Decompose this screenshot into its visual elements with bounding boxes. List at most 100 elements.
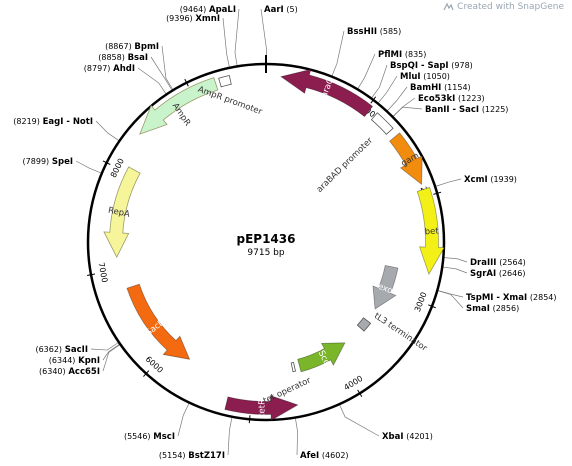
site-leader-afei: [295, 418, 298, 456]
site-name: PflMI: [378, 50, 402, 60]
site-name: SmaI: [466, 304, 490, 314]
site-aari[interactable]: AarI (5): [264, 5, 298, 15]
site-leader-xbai: [339, 404, 380, 437]
site-position: (4201): [406, 432, 433, 441]
tick-mark-3000: [428, 304, 436, 309]
site-position: (7899): [23, 157, 50, 166]
feature-AmpR-promoter: [218, 75, 232, 88]
site-position: (1225): [482, 105, 509, 114]
feature-araBAD-promoter: [370, 112, 394, 135]
site-position: (978): [451, 61, 473, 70]
site-position: (6340): [39, 367, 66, 376]
plasmid-name: pEP1436: [237, 232, 296, 246]
feature-label-bet: bet: [424, 226, 439, 237]
site-leader-xcmi: [435, 178, 462, 187]
snapgene-watermark: Created with SnapGene: [443, 2, 564, 12]
site-position: (6362): [35, 345, 62, 354]
restriction-sites: AarI (5)BssHII (585)PflMI (835)BspQI - S…: [13, 5, 556, 461]
site-name: BsaI: [128, 53, 148, 63]
site-name: BspQI - SapI: [390, 61, 449, 71]
site-position: (1050): [423, 72, 450, 81]
site-sgrai[interactable]: SgrAI (2646): [470, 269, 525, 279]
site-xmni[interactable]: (9396) XmnI: [166, 14, 220, 24]
site-name: BamHI: [410, 83, 441, 93]
feature-label-tetr: tetR: [257, 399, 267, 417]
site-spei[interactable]: (7899) SpeI: [23, 157, 73, 167]
site-bspqi-sapi[interactable]: BspQI - SapI (978): [390, 61, 473, 71]
tick-label-6000: 6000: [144, 355, 165, 375]
site-xbai[interactable]: XbaI (4201): [382, 432, 433, 442]
site-name: SgrAI: [470, 269, 496, 279]
site-name: MluI: [400, 72, 421, 82]
site-bsshii[interactable]: BssHII (585): [347, 27, 401, 37]
site-name: XmnI: [195, 14, 220, 24]
site-leader-mlui: [378, 75, 398, 103]
site-leader-msci: [177, 403, 190, 437]
tick-label-4000: 4000: [342, 374, 364, 392]
site-position: (6344): [49, 356, 76, 365]
site-position: (2854): [530, 293, 557, 302]
site-leader-smai: [438, 290, 464, 309]
site-bsai[interactable]: (8858) BsaI: [98, 53, 148, 63]
site-position: (9396): [166, 14, 193, 23]
site-pflmi[interactable]: PflMI (835): [378, 50, 426, 60]
site-smai[interactable]: SmaI (2856): [466, 304, 519, 314]
small-features: [218, 75, 394, 373]
site-acc65i[interactable]: (6340) Acc65I: [39, 367, 100, 377]
site-leader-acc65i: [102, 344, 120, 372]
site-bstz17i[interactable]: (5154) BstZ17I: [159, 451, 225, 461]
site-name: ApaLI: [209, 5, 236, 15]
site-leader-eagi-noti: [95, 120, 119, 141]
site-tspmi-xmai[interactable]: TspMI - XmaI (2854): [466, 293, 557, 303]
feature-arrow-repa: [103, 166, 141, 259]
site-ahdi[interactable]: (8797) AhdI: [84, 64, 135, 74]
feature-arrow-gam: [388, 132, 423, 186]
tick-mark-6000: [143, 370, 150, 377]
site-position: (835): [405, 50, 427, 59]
site-apali[interactable]: (9464) ApaLI: [180, 5, 236, 15]
site-leader-bamhi: [387, 86, 408, 111]
feature-tL3-terminator: [356, 317, 372, 332]
site-xcmi[interactable]: XcmI (1939): [464, 175, 517, 185]
site-eagi-noti[interactable]: (8219) EagI - NotI: [13, 117, 93, 127]
site-bamhi[interactable]: BamHI (1154): [410, 83, 471, 93]
site-leader-aari: [260, 8, 267, 64]
tick-mark-9000: [184, 78, 189, 87]
snapgene-logo-icon: [443, 2, 454, 11]
tick-mark-2000: [433, 191, 442, 195]
site-leader-ahdi: [137, 67, 167, 94]
site-msci[interactable]: (5546) MscI: [124, 432, 175, 442]
site-position: (4602): [322, 451, 349, 460]
site-position: (5): [286, 5, 297, 14]
site-leader-bpmi: [161, 45, 173, 90]
site-draiii[interactable]: DraIII (2564): [470, 258, 526, 268]
site-leader-sacii: [90, 342, 119, 351]
site-position: (8867): [105, 42, 132, 51]
site-position: (9464): [180, 5, 207, 14]
tick-label-7000: 7000: [97, 262, 110, 284]
site-eco53ki[interactable]: Eco53kI (1223): [418, 94, 485, 104]
feature-arrow-i-scei: [297, 342, 346, 373]
site-leader-bstz17i: [227, 417, 233, 456]
site-banii-saci[interactable]: BanII - SacI (1225): [425, 105, 508, 115]
site-leader-bsai: [150, 56, 173, 90]
site-sacii[interactable]: (6362) SacII: [35, 345, 88, 355]
watermark-text: Created with SnapGene: [457, 2, 564, 12]
site-leader-banii-saci: [393, 106, 423, 117]
site-name: MscI: [153, 432, 175, 442]
site-mlui[interactable]: MluI (1050): [400, 72, 450, 82]
feature-arrow-arac: [280, 68, 374, 118]
site-position: (585): [380, 27, 402, 36]
site-leader-pflmi: [357, 53, 376, 89]
site-bpmi[interactable]: (8867) BpmI: [105, 42, 159, 52]
site-leader-spei: [75, 160, 102, 174]
site-afei[interactable]: AfeI (4602): [300, 451, 349, 461]
feature-arrow-tetr: [224, 395, 299, 421]
site-kpni[interactable]: (6344) KpnI: [49, 356, 100, 366]
feature-arrow-exo: [372, 265, 399, 310]
tick-mark-7000: [87, 273, 96, 276]
site-name: SpeI: [52, 157, 73, 167]
site-name: XcmI: [464, 175, 488, 185]
site-name: SacII: [65, 345, 88, 355]
